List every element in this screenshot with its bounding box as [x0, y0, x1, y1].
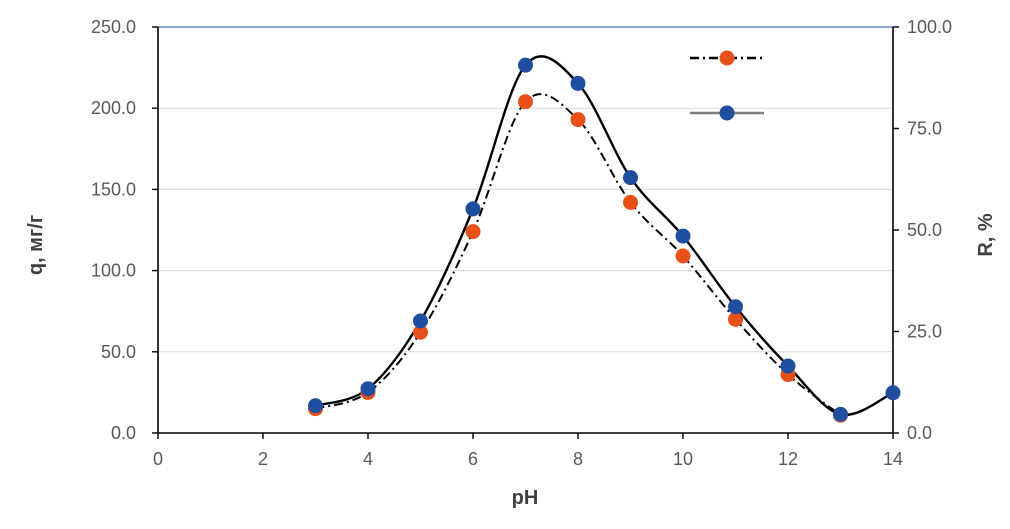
- x-tick-label: 2: [258, 449, 268, 469]
- series-points: [308, 57, 901, 423]
- series-2-point: [833, 406, 848, 422]
- x-tick-label: 6: [468, 449, 478, 469]
- y2-tick-label: 50.0: [907, 220, 942, 240]
- series-2-point: [728, 299, 743, 315]
- series-1-point: [570, 112, 586, 128]
- gridlines: [158, 107, 893, 353]
- y2-tick-label: 25.0: [907, 322, 942, 342]
- series-2-point: [413, 313, 428, 329]
- series-2-point: [308, 398, 323, 414]
- series-2-point: [623, 170, 638, 186]
- tick-labels: 0.0 50.0 100.0 150.0 200.0 250.0 0.0 25.0 50.0 75…: [91, 17, 952, 469]
- y-axis-title: q, мг/г: [25, 215, 47, 275]
- series-1-point: [518, 94, 533, 110]
- series-2-point: [360, 381, 376, 397]
- x-axis-title: pH: [512, 487, 539, 509]
- y2-axis-title: R, %: [975, 213, 997, 257]
- series-1-point: [675, 248, 691, 264]
- y-tick-label: 0.0: [111, 423, 136, 443]
- y-tick-label: 150.0: [91, 179, 136, 199]
- y-tick-label: 100.0: [91, 261, 136, 281]
- x-tick-label: 14: [883, 449, 903, 469]
- series-1-point: [623, 194, 638, 210]
- y2-tick-label: 75.0: [907, 119, 942, 139]
- series-2-point: [465, 201, 481, 217]
- x-tick-label: 4: [363, 449, 373, 469]
- axes: [152, 26, 899, 439]
- legend-marker-2: [719, 105, 735, 121]
- y-tick-label: 50.0: [101, 342, 136, 362]
- series-2-point: [570, 75, 586, 91]
- legend: [690, 50, 764, 121]
- x-tick-label: 10: [673, 449, 693, 469]
- series-2-point: [780, 358, 796, 374]
- y2-tick-label: 0.0: [907, 423, 932, 443]
- series-1-point: [465, 224, 481, 240]
- series-2-point: [518, 57, 533, 73]
- x-tick-label: 12: [778, 449, 798, 469]
- series-lines: [315, 55, 894, 417]
- series-1-line: [315, 93, 842, 416]
- y-tick-label: 250.0: [91, 17, 136, 37]
- series-1-point: [728, 311, 743, 327]
- x-tick-label: 0: [153, 449, 163, 469]
- y-tick-label: 200.0: [91, 98, 136, 118]
- series-1-point: [413, 324, 428, 340]
- series-2-line: [315, 55, 894, 417]
- legend-marker-1: [719, 50, 735, 66]
- x-tick-label: 8: [573, 449, 583, 469]
- series-2-point: [885, 385, 901, 401]
- y2-tick-label: 100.0: [907, 17, 952, 37]
- series-2-point: [675, 228, 691, 244]
